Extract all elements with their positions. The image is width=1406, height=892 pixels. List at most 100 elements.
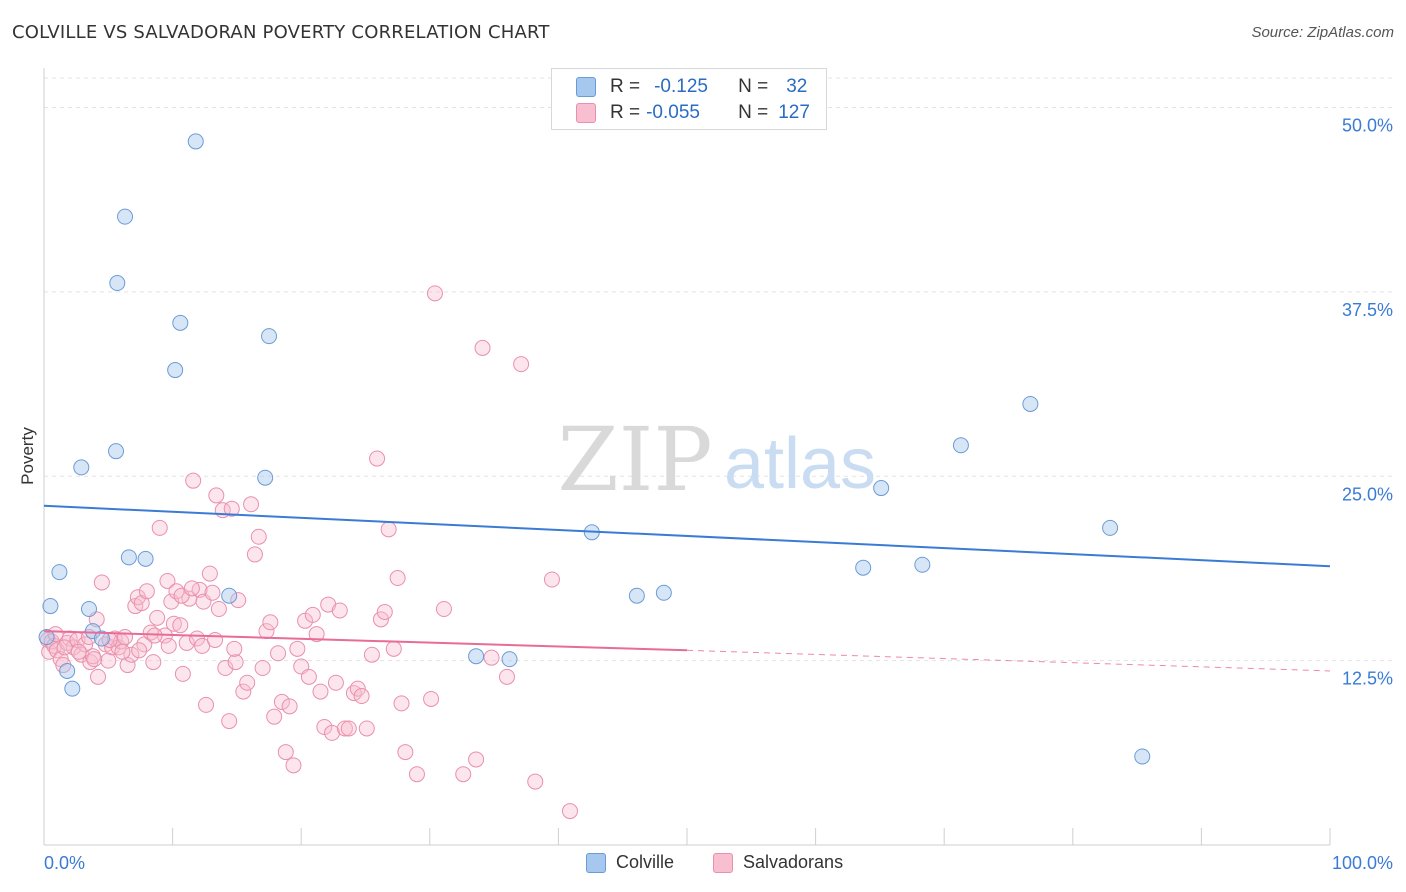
colville-point	[51, 564, 68, 581]
colville-point	[93, 630, 110, 647]
legend-item-salvadorans[interactable]: Salvadorans	[713, 852, 843, 873]
salvadorans-point	[183, 580, 200, 597]
salvadorans-point	[455, 766, 472, 783]
salvadorans-point	[423, 690, 440, 707]
chart-title: COLVILLE VS SALVADORAN POVERTY CORRELATI…	[12, 22, 550, 43]
salvadorans-point	[174, 665, 191, 682]
salvadorans-point	[408, 766, 425, 783]
points-layer	[38, 133, 1151, 820]
salvadorans-point	[243, 496, 260, 513]
salvadorans-point	[138, 583, 155, 600]
salvadorans-point	[561, 803, 578, 820]
salvadorans-point	[250, 528, 267, 545]
colville-point	[1134, 748, 1151, 765]
salvadorans-point	[331, 602, 348, 619]
watermark: ZIP atlas	[557, 408, 876, 511]
salvadorans-point	[363, 646, 380, 663]
stats-row-salvadorans: R = -0.055 N = 127	[576, 100, 810, 126]
watermark-zip: ZIP	[557, 408, 712, 511]
y-axis-label: Poverty	[18, 427, 37, 485]
salvadorans-point	[86, 651, 103, 668]
salvadorans-swatch	[713, 852, 733, 873]
salvadorans-point	[208, 487, 225, 504]
salvadorans-point	[151, 519, 168, 536]
colville-point	[1022, 395, 1039, 412]
colville-point	[655, 584, 672, 601]
salvadorans-point	[47, 626, 64, 643]
salvadorans-point	[340, 720, 357, 737]
colville-point	[1102, 519, 1119, 536]
salvadorans-point	[133, 595, 150, 612]
stats-row-colville: R = -0.125 N = 32	[576, 74, 807, 100]
colville-point	[628, 587, 645, 604]
salvadorans-point	[168, 583, 185, 600]
salvadorans-point	[159, 572, 176, 589]
colville-point	[952, 437, 969, 454]
salvadorans-point	[270, 645, 287, 662]
colville-point	[855, 559, 872, 576]
salvadorans-point	[324, 724, 341, 741]
salvadorans-point	[226, 640, 243, 657]
salvadorans-point	[246, 546, 263, 563]
colville-point	[120, 549, 137, 566]
salvadorans-point	[426, 285, 443, 302]
salvadorans-point	[300, 668, 317, 685]
colville-point	[257, 469, 274, 486]
colville-point	[59, 662, 76, 679]
colville-point	[108, 443, 125, 460]
colville-point	[73, 459, 90, 476]
grid-layer	[44, 77, 1392, 662]
salvadorans-point	[221, 713, 238, 730]
salvadorans-point	[285, 757, 302, 774]
salvadorans-point	[185, 472, 202, 489]
salvadorans-point	[223, 500, 240, 517]
salvadorans-point	[160, 637, 177, 654]
salvadorans-point	[239, 674, 256, 691]
legend-item-colville[interactable]: Colville	[586, 852, 674, 873]
r-value: -0.125	[654, 76, 708, 97]
salvadorans-swatch	[576, 103, 596, 123]
salvadorans-point	[56, 639, 73, 656]
series-legend: Colville Salvadorans	[0, 852, 1406, 876]
salvadorans-point	[474, 339, 491, 356]
n-label: N =	[738, 102, 769, 123]
salvadorans-point	[308, 626, 325, 643]
salvadorans-point	[210, 601, 227, 617]
axis-layer	[43, 68, 1331, 846]
colville-point	[501, 651, 518, 668]
salvadorans-point	[235, 683, 252, 700]
colville-point	[468, 648, 485, 665]
r-label: R =	[610, 102, 641, 123]
salvadorans-point	[397, 744, 414, 761]
salvadorans-point	[273, 693, 290, 710]
colville-point	[167, 362, 184, 379]
y-tick-label: 50.0%	[1342, 116, 1393, 136]
colville-point	[221, 587, 238, 604]
colville-point	[42, 598, 59, 615]
salvadorans-point	[513, 356, 530, 373]
colville-point	[187, 133, 204, 150]
salvadorans-point	[262, 614, 279, 631]
salvadorans-point	[217, 660, 234, 676]
salvadorans-point	[435, 601, 452, 617]
salvadorans-point	[389, 570, 406, 587]
trend-layer	[43, 504, 1331, 672]
salvadorans-point	[254, 660, 271, 676]
salvadorans-trendline	[43, 630, 688, 652]
watermark-atlas: atlas	[724, 424, 876, 504]
label-layer: 12.5% 25.0% 37.5% 50.0% 0.0% 100.0% Poverty	[18, 116, 1393, 874]
colville-trendline	[43, 504, 1331, 568]
salvadorans-point	[70, 643, 87, 660]
salvadorans-point	[165, 615, 182, 632]
source-label: Source: ZipAtlas.com	[1251, 24, 1394, 41]
n-label: N =	[738, 76, 769, 97]
colville-point	[914, 556, 931, 573]
salvadorans-point	[281, 698, 298, 715]
salvadorans-point	[312, 683, 329, 700]
salvadorans-point	[204, 584, 221, 601]
salvadorans-point	[201, 565, 218, 582]
salvadorans-point	[376, 603, 393, 620]
r-label: R =	[610, 76, 641, 97]
salvadorans-point	[230, 592, 247, 609]
